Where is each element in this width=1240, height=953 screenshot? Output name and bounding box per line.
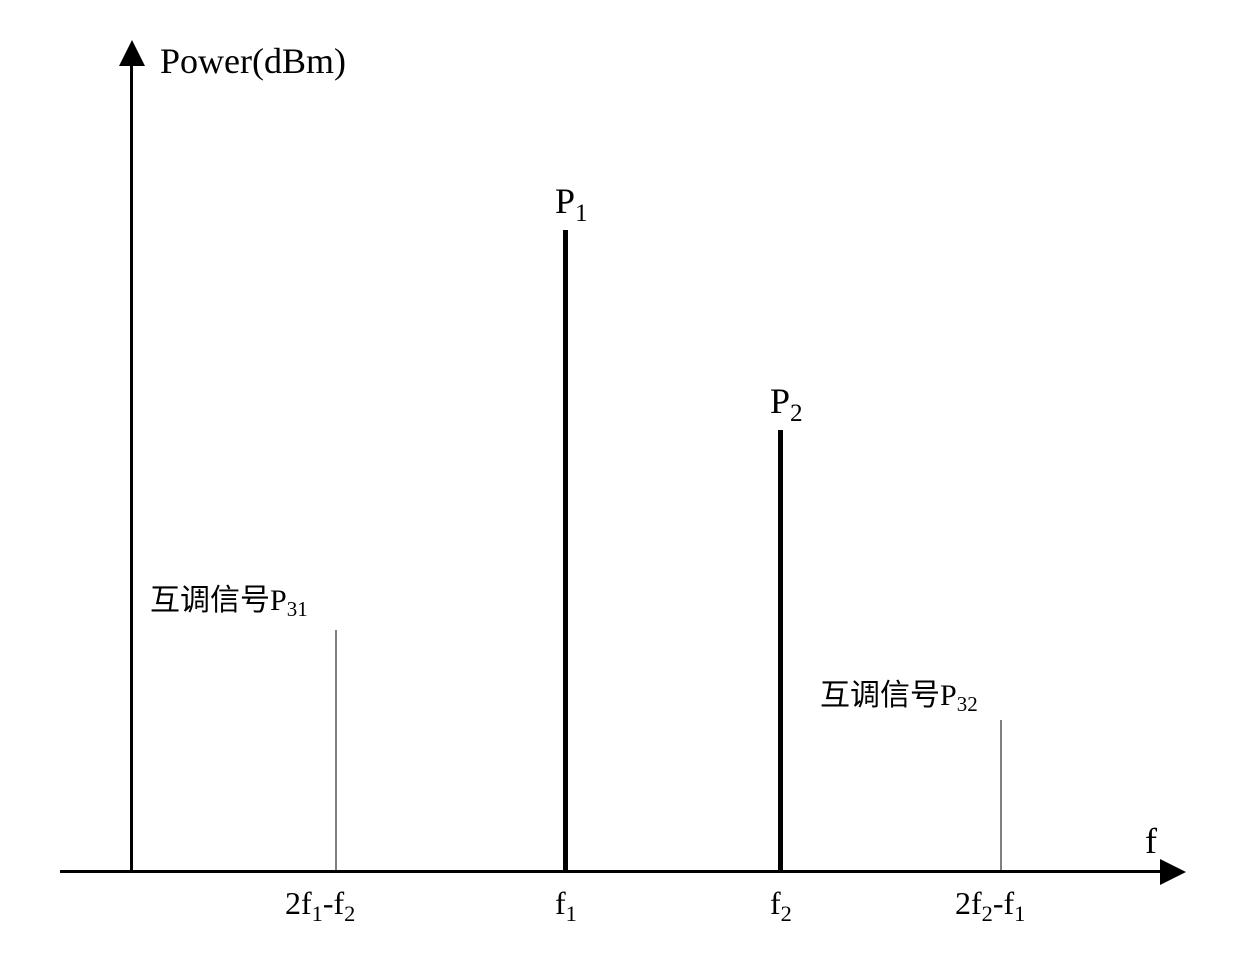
- x-axis-label: f: [1145, 820, 1157, 862]
- y-axis-arrow: [119, 40, 145, 66]
- signal-p31: [335, 630, 337, 870]
- peak-label-p32: 互调信号P32: [820, 670, 978, 714]
- signal-p1: [563, 230, 568, 870]
- x-axis-arrow: [1160, 859, 1186, 885]
- y-axis: [130, 60, 133, 870]
- x-tick-label-p31: 2f1-f2: [285, 885, 355, 922]
- x-tick-label-p2: f2: [770, 885, 792, 922]
- signal-p32: [1000, 720, 1002, 870]
- x-tick-label-p32: 2f2-f1: [955, 885, 1025, 922]
- y-axis-label: Power(dBm): [160, 40, 346, 82]
- x-axis: [60, 870, 1160, 873]
- x-tick-label-p1: f1: [555, 885, 577, 922]
- spectrum-chart: Power(dBm) f 互调信号P31 2f1-f2 P1 f1 P2 f2 …: [0, 0, 1240, 953]
- peak-label-p1: P1: [555, 180, 588, 222]
- peak-label-p31: 互调信号P31: [150, 575, 308, 619]
- signal-p2: [778, 430, 783, 870]
- peak-label-p2: P2: [770, 380, 803, 422]
